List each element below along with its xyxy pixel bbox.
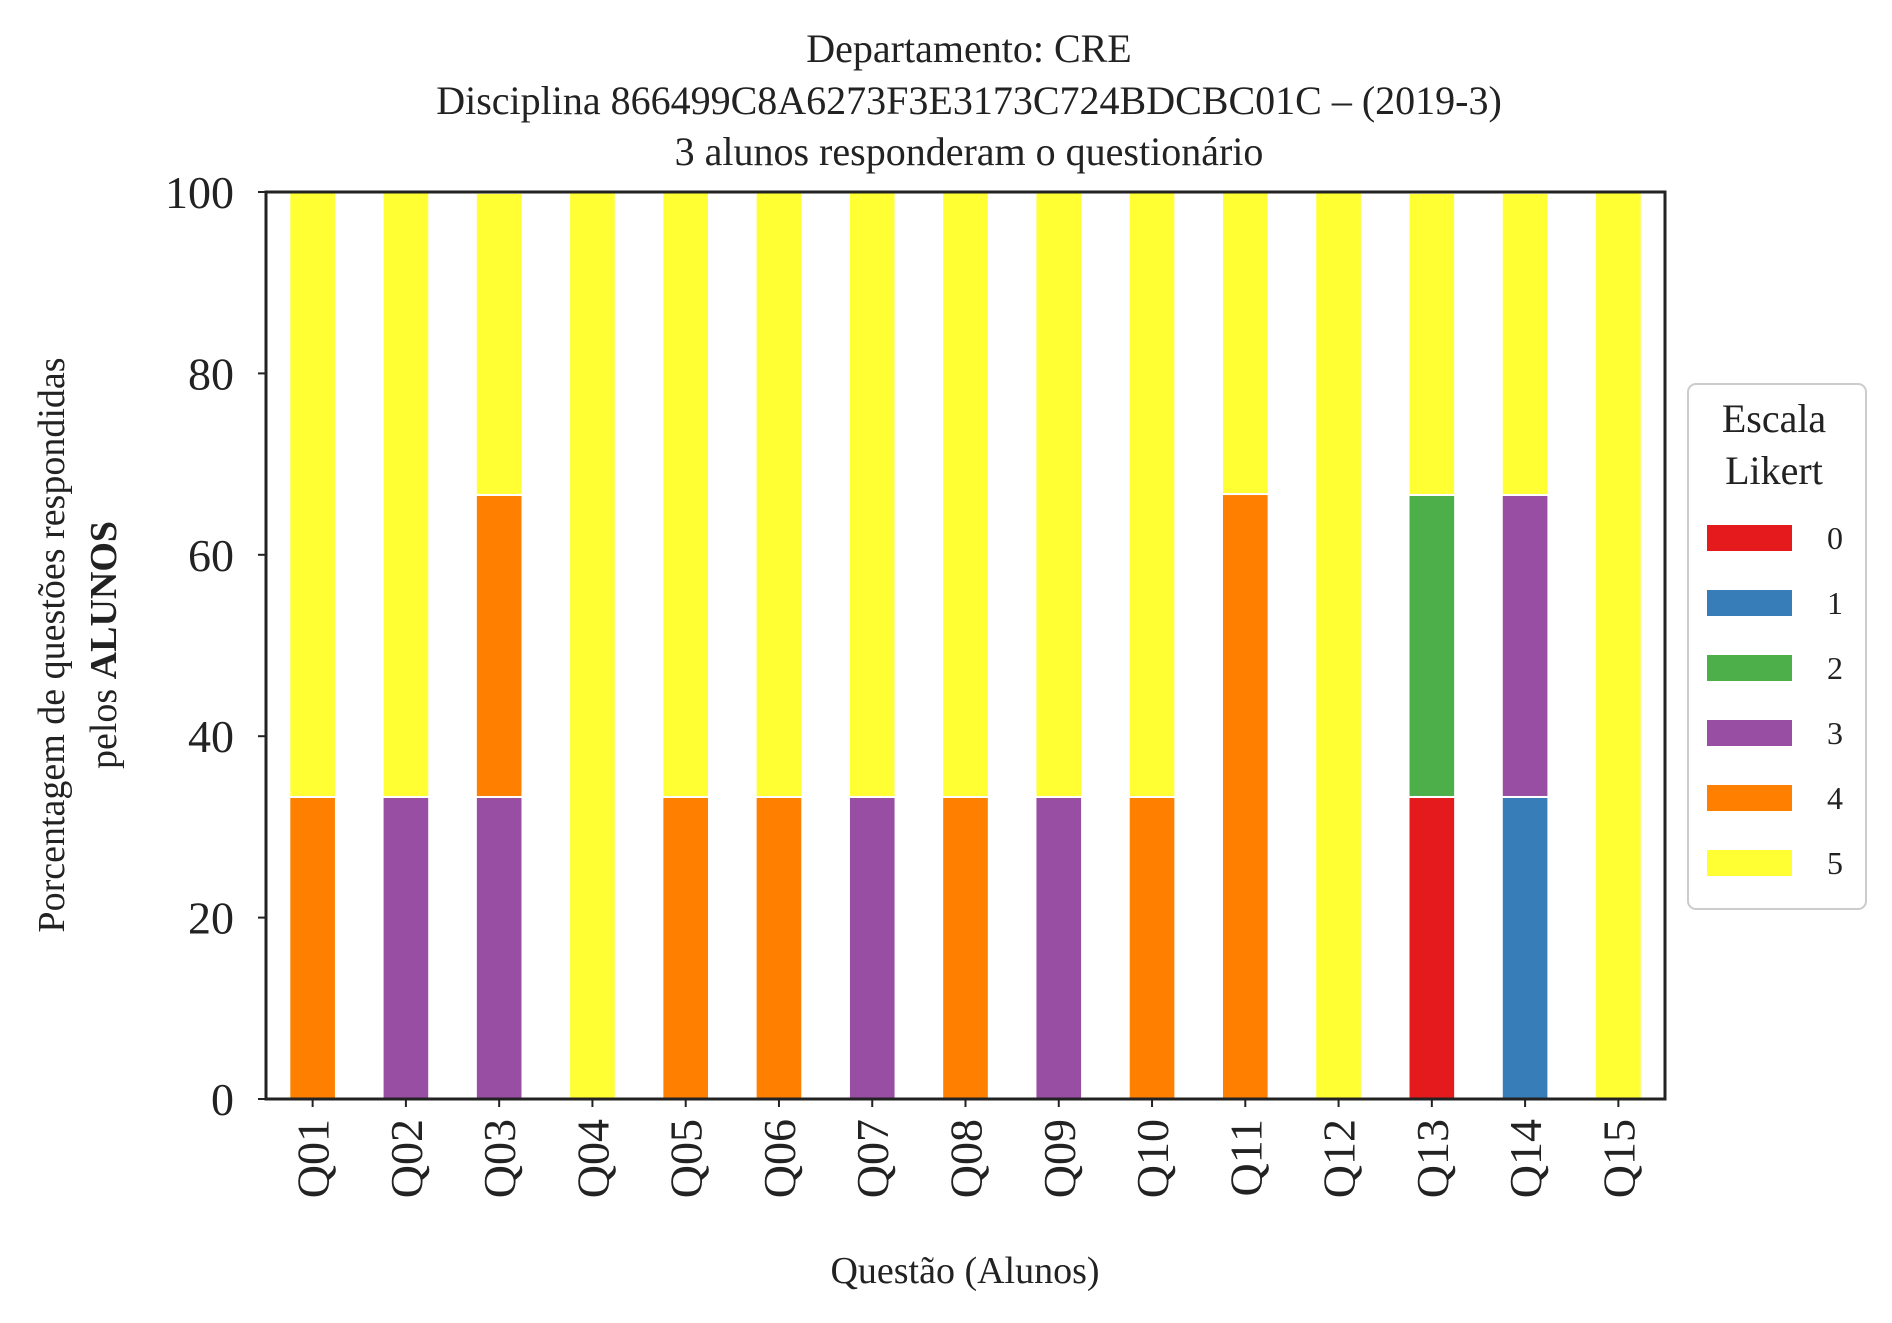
x-tick-label-q15: Q15 xyxy=(1593,1119,1644,1198)
bars-group xyxy=(288,191,1643,1100)
legend-label-0: 0 xyxy=(1827,520,1843,556)
x-axis-label: Questão (Alunos) xyxy=(830,1250,1099,1292)
legend-swatch-3 xyxy=(1707,720,1792,746)
bar-q08-likert-4 xyxy=(941,795,990,1100)
bar-q14-likert-1 xyxy=(1500,795,1550,1100)
bar-q11-likert-5 xyxy=(1220,191,1270,496)
y-tick-label: 0 xyxy=(211,1074,234,1125)
bar-q10-likert-4 xyxy=(1127,795,1177,1100)
legend-title-line-1: Escala xyxy=(1722,396,1827,441)
x-tick-label-q10: Q10 xyxy=(1127,1119,1178,1198)
bar-q02-likert-5 xyxy=(381,191,431,798)
bar-q08-likert-5 xyxy=(941,191,990,798)
bar-q09-likert-3 xyxy=(1034,795,1084,1100)
x-tick-label-q02: Q02 xyxy=(381,1119,432,1198)
bar-q06-likert-4 xyxy=(754,795,804,1100)
y-tick-label: 60 xyxy=(188,530,234,581)
bar-q15-likert-5 xyxy=(1594,191,1643,1100)
bar-q05-likert-5 xyxy=(661,191,711,798)
bar-q04-likert-5 xyxy=(568,191,617,1100)
bar-q14-likert-5 xyxy=(1500,191,1550,496)
legend-swatch-1 xyxy=(1707,590,1792,616)
legend-label-4: 4 xyxy=(1827,780,1843,816)
x-tick-label-q09: Q09 xyxy=(1034,1119,1085,1198)
legend-swatch-0 xyxy=(1707,525,1792,551)
y-tick-label: 40 xyxy=(188,711,234,762)
x-tick-label-q04: Q04 xyxy=(567,1119,618,1198)
legend-label-1: 1 xyxy=(1827,585,1843,621)
bar-q07-likert-5 xyxy=(847,191,897,798)
bar-q11-likert-4 xyxy=(1220,493,1270,1100)
bar-q03-likert-4 xyxy=(474,493,524,798)
y-axis-ticks: 0 20 40 60 80 100 xyxy=(165,167,266,1125)
x-tick-label-q03: Q03 xyxy=(474,1119,525,1198)
bar-q09-likert-5 xyxy=(1034,191,1084,798)
x-tick-label-q01: Q01 xyxy=(288,1119,339,1198)
bar-q10-likert-5 xyxy=(1127,191,1177,798)
bar-q13-likert-0 xyxy=(1407,795,1457,1100)
legend-swatch-5 xyxy=(1707,850,1792,876)
legend-frame xyxy=(1687,383,1867,910)
x-tick-label-q08: Q08 xyxy=(941,1119,992,1198)
legend-title-line-2: Likert xyxy=(1725,448,1823,493)
bar-q07-likert-3 xyxy=(847,795,897,1100)
y-axis-label-line-2-prefix: pelos xyxy=(83,679,125,769)
legend-swatch-2 xyxy=(1707,655,1792,681)
y-tick-label: 80 xyxy=(188,348,234,399)
chart-title: Departamento: CRE Disciplina 866499C8A62… xyxy=(436,26,1502,174)
x-tick-label-q11: Q11 xyxy=(1220,1119,1271,1197)
bar-q13-likert-5 xyxy=(1407,191,1457,496)
y-axis-label-line-2-bold: ALUNOS xyxy=(83,521,125,679)
y-axis-label-line-2: pelos ALUNOS xyxy=(83,521,125,769)
x-tick-label-q05: Q05 xyxy=(661,1119,712,1198)
bar-q03-likert-5 xyxy=(474,191,524,496)
legend-items: 0 1 2 3 4 5 xyxy=(1707,520,1843,881)
chart-title-line-1: Departamento: CRE xyxy=(806,26,1131,71)
chart-title-line-3: 3 alunos responderam o questionário xyxy=(675,129,1264,174)
legend-swatch-4 xyxy=(1707,785,1792,811)
bar-q03-likert-3 xyxy=(474,795,524,1100)
bar-q01-likert-4 xyxy=(288,795,337,1100)
x-tick-label-q12: Q12 xyxy=(1314,1119,1365,1198)
y-tick-label: 100 xyxy=(165,167,234,218)
bar-q12-likert-5 xyxy=(1314,191,1363,1100)
plot-frame xyxy=(264,190,1667,1101)
bar-q02-likert-3 xyxy=(381,795,431,1100)
x-axis-ticks: Q01 Q02 Q03 Q04 Q05 Q06 Q07 Q08 Q09 Q10 Q11 Q12 Q13 Q… xyxy=(288,1099,1644,1198)
bar-q01-likert-5 xyxy=(288,191,337,798)
bar-q14-likert-3 xyxy=(1500,493,1550,798)
legend-label-3: 3 xyxy=(1827,715,1843,751)
legend-label-5: 5 xyxy=(1827,845,1843,881)
chart-title-line-2: Disciplina 866499C8A6273F3E3173C724BDCBC… xyxy=(436,78,1502,123)
y-tick-label: 20 xyxy=(188,893,234,944)
y-axis-label: Porcentagem de questões respondidas pelo… xyxy=(31,357,125,932)
bar-q05-likert-4 xyxy=(661,795,711,1100)
x-tick-label-q14: Q14 xyxy=(1500,1119,1551,1198)
x-tick-label-q06: Q06 xyxy=(754,1119,805,1198)
legend: Escala Likert 0 1 2 3 4 5 xyxy=(1687,383,1867,910)
x-tick-label-q13: Q13 xyxy=(1407,1119,1458,1198)
x-tick-label-q07: Q07 xyxy=(847,1119,898,1198)
bar-q13-likert-2 xyxy=(1407,493,1457,798)
legend-label-2: 2 xyxy=(1827,650,1843,686)
bar-q06-likert-5 xyxy=(754,191,804,798)
y-axis-label-line-1: Porcentagem de questões respondidas xyxy=(31,357,73,932)
